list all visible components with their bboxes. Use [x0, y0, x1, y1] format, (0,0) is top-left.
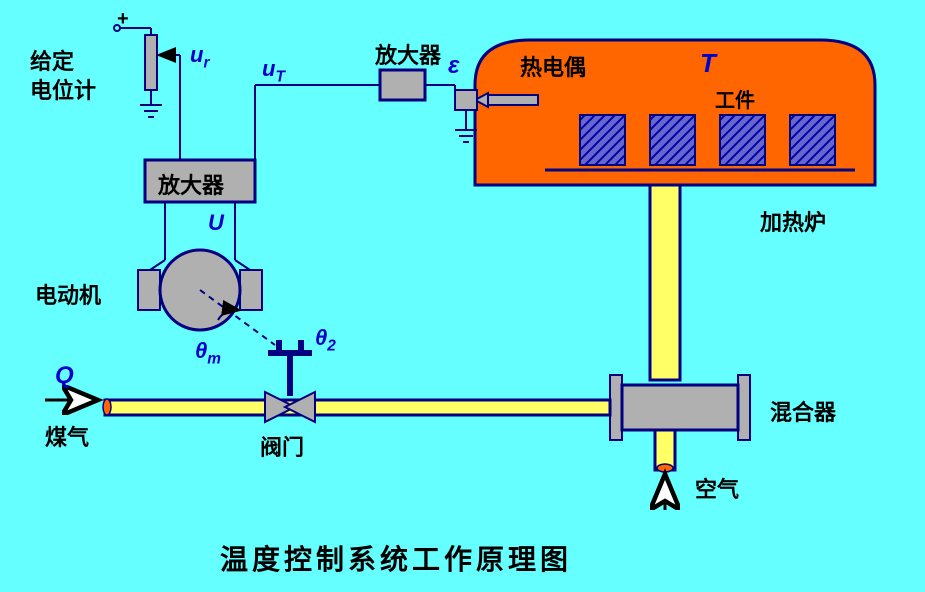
label-amp-top: 放大器 [375, 38, 441, 70]
workpiece [650, 115, 695, 165]
diagram-canvas: + 给定 电位计 ur uT 放大器 ε 热电偶 T 工件 放大器 U 电动机 … [0, 0, 925, 592]
furnace-pipe [650, 185, 680, 380]
gas-flame [103, 399, 111, 415]
label-furnace: 加热炉 [760, 205, 826, 237]
diagram-svg [0, 0, 925, 592]
label-U: U [208, 210, 224, 236]
label-eps: ε [448, 52, 459, 80]
label-air: 空气 [695, 472, 739, 504]
label-thermocouple: 热电偶 [520, 50, 586, 82]
label-theta-2: θ2 [315, 325, 336, 355]
valve-stem [287, 356, 293, 396]
label-potentiometer: 给定 电位计 [30, 48, 96, 105]
gas-pipe [105, 400, 610, 415]
air-flame [657, 464, 673, 472]
label-gas: 煤气 [45, 420, 89, 452]
wire [150, 260, 165, 270]
thermo-probe [488, 95, 538, 105]
workpiece [790, 115, 835, 165]
motor-flange-right [240, 270, 262, 310]
label-valve: 阀门 [260, 430, 304, 462]
workpiece [580, 115, 625, 165]
valve-handle-stub [298, 340, 304, 350]
label-workpiece: 工件 [715, 84, 755, 113]
mixer-body [622, 385, 738, 430]
label-motor: 电动机 [35, 278, 101, 310]
label-Q: Q [55, 362, 74, 390]
label-theta-m: θm [195, 338, 221, 368]
diagram-title: 温度控制系统工作原理图 [220, 538, 572, 578]
wire [235, 260, 250, 270]
thermo-base [455, 90, 477, 110]
label-plus: + [117, 8, 129, 31]
mixer-flange-right [738, 375, 750, 440]
label-amp-mid: 放大器 [158, 168, 224, 200]
workpiece [720, 115, 765, 165]
potentiometer-slider [145, 35, 157, 90]
amplifier-top [380, 70, 425, 100]
valve-right [285, 392, 315, 422]
label-ut: uT [262, 56, 285, 86]
label-mixer: 混合器 [770, 395, 836, 427]
valve-handle [268, 350, 312, 356]
label-T: T [700, 48, 716, 79]
motor-flange-left [138, 270, 160, 310]
label-ur: ur [190, 42, 209, 72]
mixer-flange-left [610, 375, 622, 440]
valve-handle-stub [276, 340, 282, 350]
